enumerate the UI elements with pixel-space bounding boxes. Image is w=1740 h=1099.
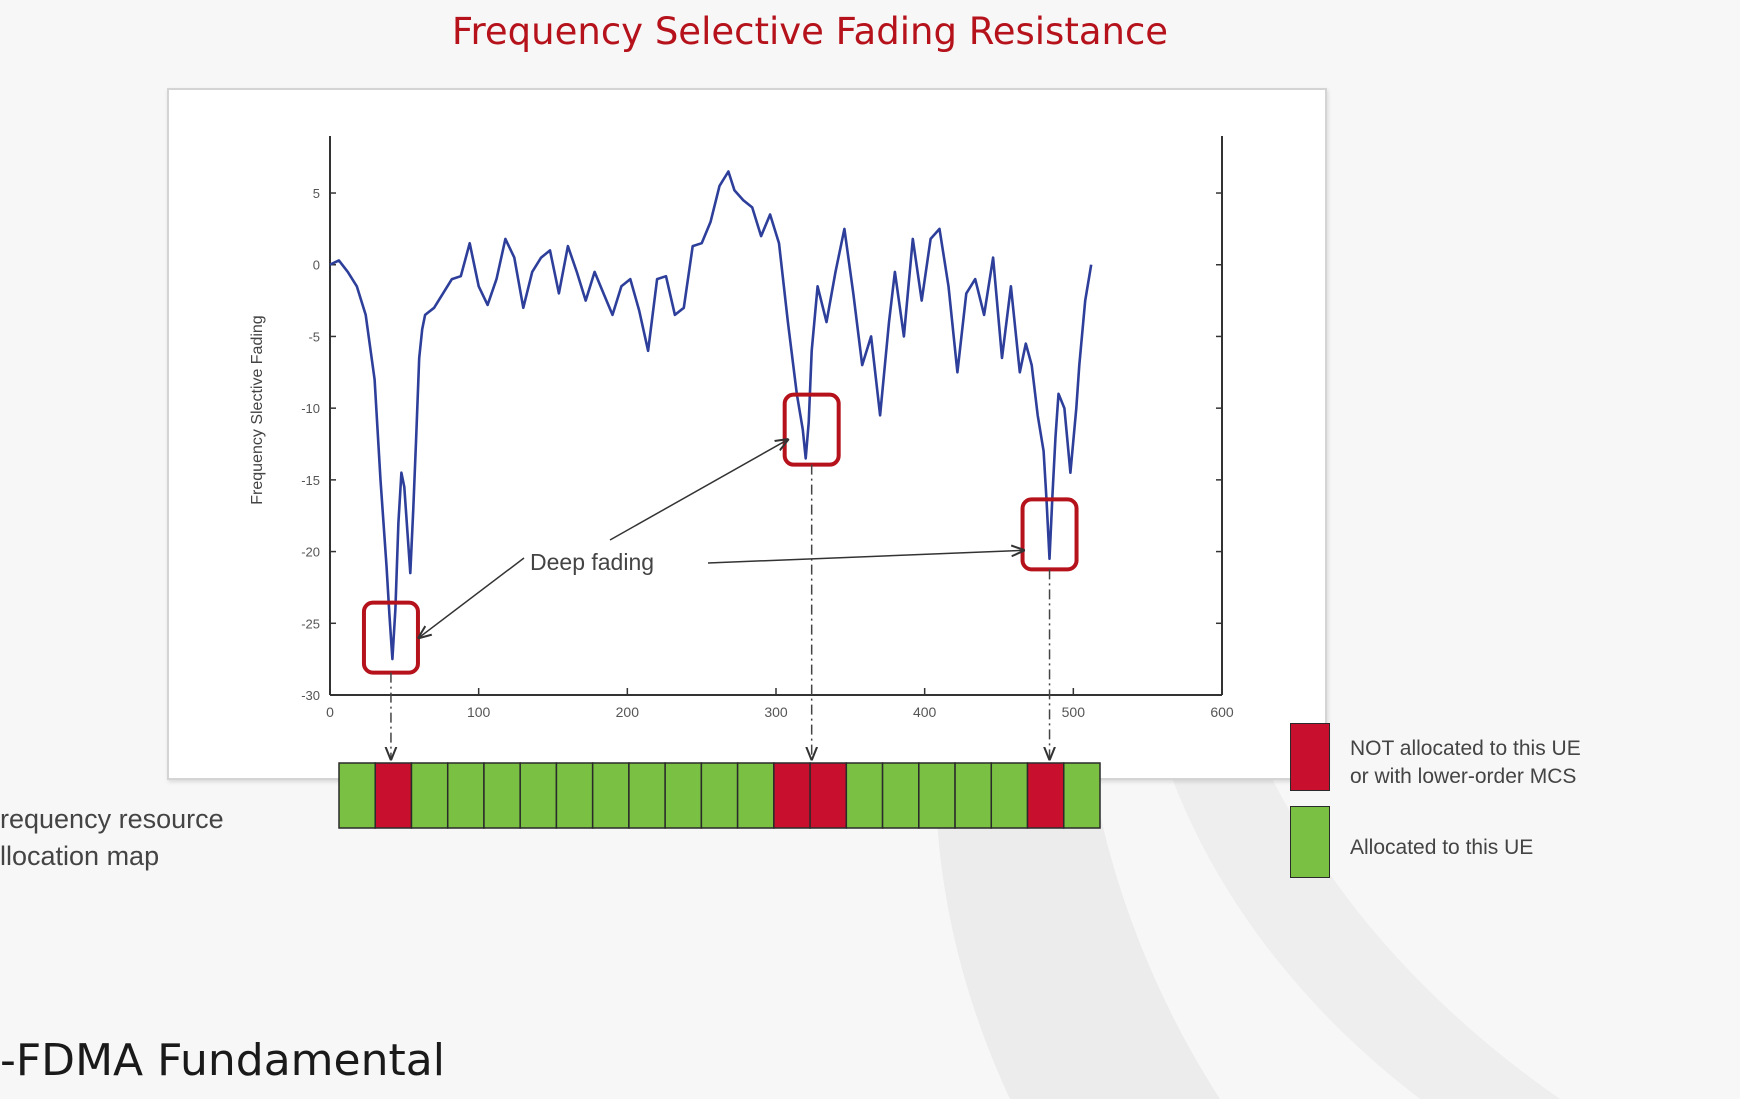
allocation-cell <box>1063 762 1101 829</box>
allocation-cell <box>483 762 521 829</box>
allocation-cell <box>773 762 811 829</box>
legend-text-not-allocated: NOT allocated to this UE or with lower-o… <box>1350 735 1581 791</box>
y-tick-label: -30 <box>301 688 320 703</box>
allocation-cell <box>410 762 449 829</box>
legend-not-allocated-line1: NOT allocated to this UE <box>1350 737 1581 760</box>
allocation-cell <box>845 762 884 829</box>
arrow-to-fade-3 <box>707 550 1024 564</box>
y-tick-label: -5 <box>308 329 320 344</box>
allocation-map-label-line1: requency resource <box>0 804 224 834</box>
allocation-cell <box>555 762 594 829</box>
x-tick-label: 600 <box>1210 704 1234 720</box>
legend-allocated-line1: Allocated to this UE <box>1350 836 1534 859</box>
arrow-to-fade-2 <box>609 440 788 541</box>
allocation-cell <box>1026 762 1065 829</box>
y-tick-label: -25 <box>301 616 320 631</box>
allocation-cell <box>628 762 666 829</box>
y-tick-label: -15 <box>301 473 320 488</box>
x-tick-label: 500 <box>1062 704 1086 720</box>
legend-text-allocated: Allocated to this UE <box>1350 834 1533 862</box>
allocation-map-label-line2: llocation map <box>0 841 160 871</box>
allocation-cell <box>736 762 775 829</box>
allocation-cell <box>990 762 1029 829</box>
y-axis-label: Frequency Slective Fading <box>249 315 266 504</box>
arrow-to-fade-1 <box>419 557 525 638</box>
allocation-cell <box>519 762 558 829</box>
allocation-cell <box>918 762 956 829</box>
allocation-cell <box>591 762 630 829</box>
legend-swatch-not-allocated <box>1290 723 1330 791</box>
fading-series-line <box>329 170 1093 661</box>
allocation-cell <box>881 762 920 829</box>
x-tick-label: 400 <box>913 704 937 720</box>
allocation-cell <box>374 762 413 829</box>
allocation-cell <box>446 762 485 829</box>
y-tick-label: 0 <box>313 258 320 273</box>
deep-fading-box <box>782 392 841 467</box>
bottom-title: -FDMA Fundamental <box>0 1035 445 1086</box>
legend-swatch-allocated <box>1290 806 1330 878</box>
allocation-cell <box>664 762 703 829</box>
allocation-cell <box>954 762 993 829</box>
deep-fading-label: Deep fading <box>530 549 654 575</box>
allocation-cell <box>809 762 848 829</box>
allocation-cell <box>700 762 739 829</box>
legend-not-allocated-line2: or with lower-order MCS <box>1350 765 1577 788</box>
x-tick-label: 200 <box>616 704 640 720</box>
y-tick-label: 5 <box>313 186 320 201</box>
x-tick-label: 100 <box>467 704 491 720</box>
x-tick-label: 0 <box>326 704 334 720</box>
x-tick-label: 300 <box>764 704 788 720</box>
y-tick-label: -10 <box>301 401 320 416</box>
allocation-cell <box>338 762 376 829</box>
y-tick-label: -20 <box>301 545 320 560</box>
allocation-map-label: requency resource llocation map <box>0 801 224 875</box>
slide-title: Frequency Selective Fading Resistance <box>451 10 1169 53</box>
